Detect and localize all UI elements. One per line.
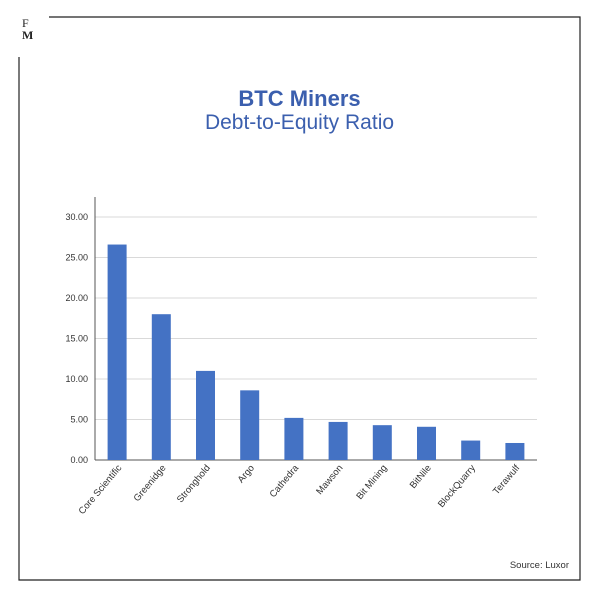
x-tick-label: Cathedra <box>268 462 302 500</box>
y-tick-label: 10.00 <box>65 374 88 384</box>
x-tick-label: Core Scientific <box>77 463 125 517</box>
fm-logo: F M <box>22 17 44 41</box>
x-tick-label: BitNile <box>408 463 434 491</box>
y-tick-label: 25.00 <box>65 253 88 263</box>
logo-line-1: F <box>22 16 29 30</box>
y-tick-label: 0.00 <box>70 455 88 465</box>
source-note: Source: Luxor <box>509 560 569 571</box>
bar <box>372 425 392 460</box>
x-tick-label: Terawulf <box>491 463 522 497</box>
bar <box>505 442 525 460</box>
bar <box>417 426 436 460</box>
bar <box>284 417 304 460</box>
logo-line-2: M <box>22 28 34 42</box>
y-tick-label: 30.00 <box>65 212 88 222</box>
bar <box>240 390 260 460</box>
x-tick-label: BlockQuarry <box>436 463 478 510</box>
bar <box>461 440 481 460</box>
bar <box>196 370 215 460</box>
bar <box>151 314 171 460</box>
x-tick-label: Argo <box>236 463 257 485</box>
bar <box>328 421 348 460</box>
y-tick-label: 15.00 <box>65 334 88 344</box>
x-tick-label: Bit Mining <box>354 463 389 502</box>
chart-subtitle: Debt-to-Equity Ratio <box>204 111 395 134</box>
y-tick-label: 20.00 <box>65 293 88 303</box>
chart-title: BTC Miners <box>238 86 361 111</box>
bar <box>107 244 127 460</box>
x-tick-label: Mawson <box>314 463 345 497</box>
x-tick-label: Stronghold <box>175 463 213 505</box>
y-tick-label: 5.00 <box>70 415 88 425</box>
x-tick-label: Greenidge <box>132 463 169 504</box>
